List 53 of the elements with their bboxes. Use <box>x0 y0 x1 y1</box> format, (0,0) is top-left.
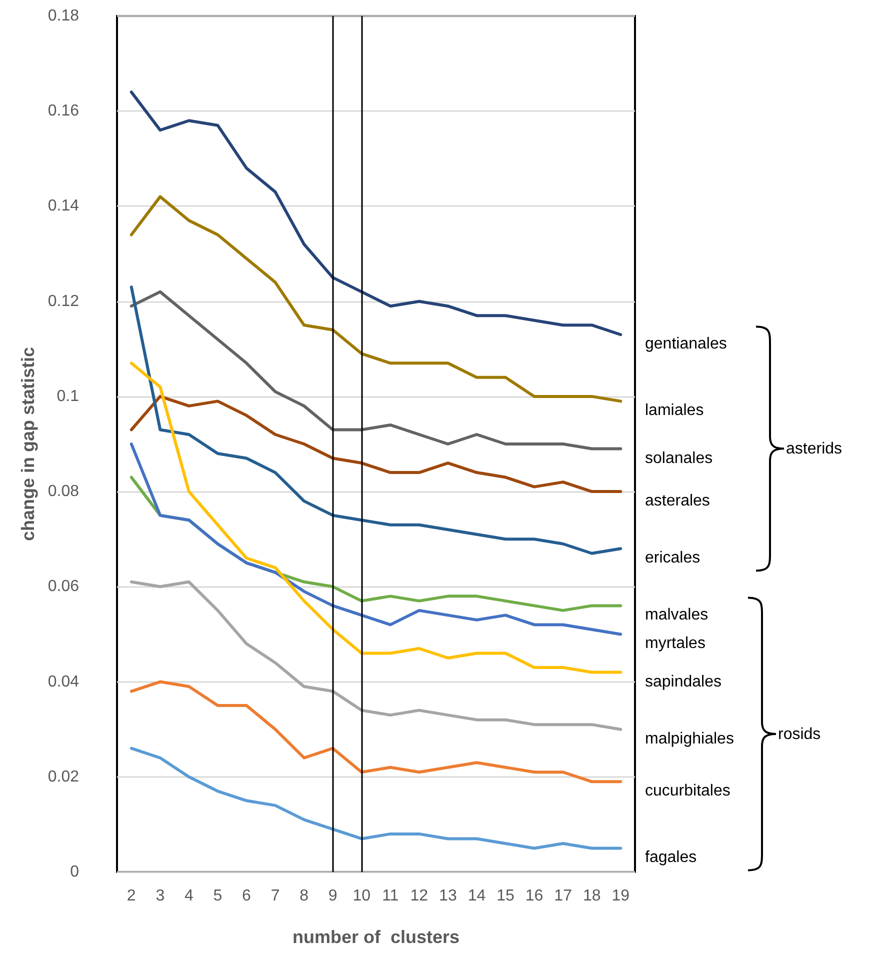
series-label: sapindales <box>645 673 722 690</box>
x-tick-label: 14 <box>468 888 486 904</box>
series-label: asterales <box>645 492 710 510</box>
series-label: solanales <box>645 450 713 467</box>
x-tick-label: 9 <box>328 888 338 904</box>
x-tick-label: 17 <box>554 888 572 904</box>
y-tick-label: 0.12 <box>48 292 80 310</box>
x-tick-label: 12 <box>410 888 428 904</box>
series-label: malpighiales <box>645 730 734 748</box>
line-series <box>130 746 622 850</box>
x-tick-label: 2 <box>126 888 136 904</box>
y-tick-label: 0.08 <box>48 483 80 500</box>
x-tick-label: 11 <box>382 888 399 904</box>
y-tick-label: 0.14 <box>48 198 80 215</box>
text: rosids <box>778 726 821 743</box>
x-tick-label: 19 <box>612 888 630 904</box>
y-tick-label: 0.02 <box>48 768 80 786</box>
series-label: malvales <box>645 606 708 624</box>
y-tick-label: 0.04 <box>48 673 80 690</box>
x-tick-label: 18 <box>582 888 601 904</box>
line-series <box>130 90 622 336</box>
y-tick-label: 0.18 <box>48 8 80 24</box>
y-tick-label: 0.1 <box>56 388 80 405</box>
x-tick-label: 6 <box>242 888 252 904</box>
x-tick-label: 10 <box>352 888 371 904</box>
y-tick-label: 0 <box>70 864 80 880</box>
x-tick-label: 7 <box>270 888 280 904</box>
series-label: cucurbitales <box>645 782 730 800</box>
line-series <box>130 394 622 494</box>
line-series <box>130 442 622 636</box>
series-label: ericales <box>645 550 700 567</box>
x-tick-label: 5 <box>213 888 222 904</box>
y-axis-title: change in gap statistic <box>18 346 38 542</box>
line-series <box>130 362 622 674</box>
line-series <box>130 195 622 403</box>
line-series <box>130 680 622 784</box>
x-axis-title: number of clusters <box>292 927 460 947</box>
y-tick-label: 0.16 <box>48 102 80 120</box>
line-series <box>130 580 622 731</box>
line-series <box>130 290 622 450</box>
x-tick-label: 4 <box>184 888 194 904</box>
series-label: lamiales <box>645 402 704 420</box>
x-tick-label: 3 <box>156 888 165 904</box>
line-series <box>130 286 622 555</box>
series-label: fagales <box>645 849 697 866</box>
x-tick-label: 8 <box>300 888 309 904</box>
series-label: gentianales <box>645 336 727 353</box>
x-tick-label: 13 <box>439 888 457 904</box>
x-tick-label: 16 <box>525 888 544 904</box>
series-label: myrtales <box>645 635 706 652</box>
text: asterids <box>786 440 842 458</box>
x-tick-label: 15 <box>496 888 514 904</box>
y-tick-label: 0.06 <box>48 578 80 596</box>
